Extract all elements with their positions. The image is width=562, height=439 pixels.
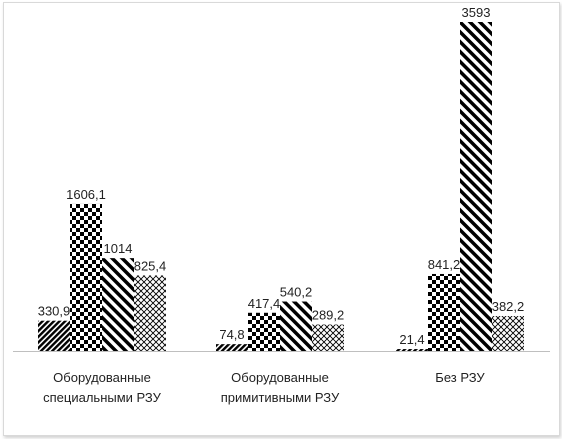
category-label-3-line-1: Без РЗУ [435,370,485,385]
bar-series-3-category-1 [102,258,134,351]
value-label-series-3-category-3: 3593 [462,5,491,20]
value-label-series-1-category-3: 21,4 [399,332,424,347]
bar-series-4-category-2 [312,324,344,351]
category-labels-group: Оборудованные специальными РЗУ Оборудованн… [43,370,485,405]
bar-series-2-category-2 [248,312,280,351]
category-label-1-line-2: специальными РЗУ [43,390,161,405]
value-label-series-2-category-2: 417,4 [248,296,281,311]
value-label-series-4-category-1: 825,4 [134,258,167,273]
value-label-series-1-category-1: 330,9 [38,304,71,319]
bar-series-2-category-1 [70,203,102,351]
bars-group [38,22,524,351]
value-label-series-1-category-2: 74,8 [219,327,244,342]
bar-series-1-category-3 [396,349,428,351]
value-label-series-2-category-3: 841,2 [428,257,461,272]
value-label-series-2-category-1: 1606,1 [66,187,106,202]
value-label-series-3-category-1: 1014 [104,241,133,256]
category-label-2-line-1: Оборудованные [231,370,329,385]
value-label-series-4-category-2: 289,2 [312,308,345,323]
bar-series-2-category-3 [428,273,460,351]
bar-series-1-category-2 [216,344,248,351]
bar-series-4-category-1 [134,275,166,351]
bar-series-1-category-1 [38,320,70,351]
category-label-2-line-2: примитивными РЗУ [221,390,340,405]
bar-series-3-category-3 [460,22,492,351]
bar-series-4-category-3 [492,316,524,351]
bar-series-3-category-2 [280,301,312,351]
value-label-series-3-category-2: 540,2 [280,285,313,300]
value-label-series-4-category-3: 382,2 [492,299,525,314]
category-label-1-line-1: Оборудованные [53,370,151,385]
